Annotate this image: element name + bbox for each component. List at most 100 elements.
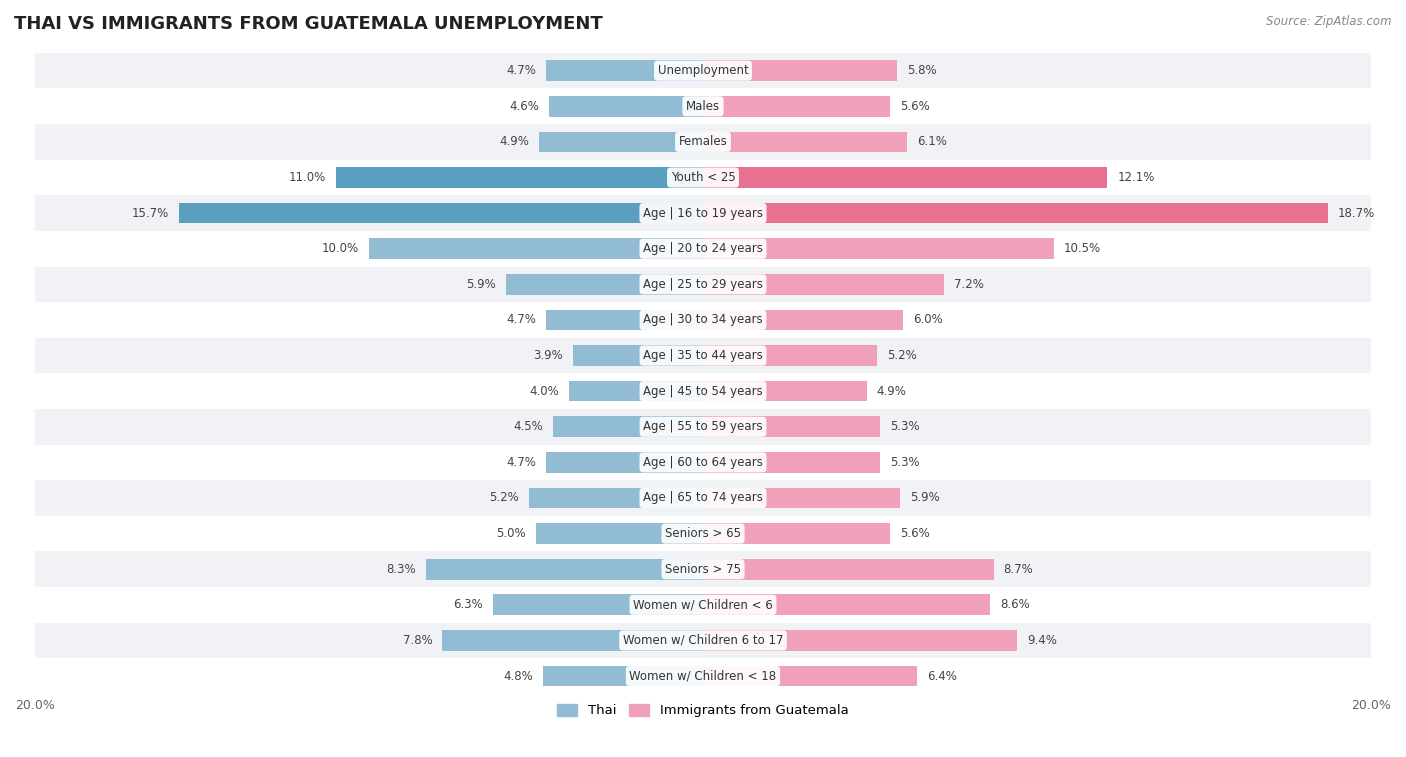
Bar <box>703 132 907 152</box>
Bar <box>35 53 1371 89</box>
Bar <box>35 444 1371 480</box>
Bar <box>536 523 703 544</box>
Text: Age | 45 to 54 years: Age | 45 to 54 years <box>643 385 763 397</box>
Text: Age | 16 to 19 years: Age | 16 to 19 years <box>643 207 763 220</box>
Text: Females: Females <box>679 136 727 148</box>
Text: 4.9%: 4.9% <box>877 385 907 397</box>
Bar <box>35 480 1371 516</box>
Text: 10.0%: 10.0% <box>322 242 359 255</box>
Text: 6.4%: 6.4% <box>927 669 956 683</box>
Text: 18.7%: 18.7% <box>1337 207 1375 220</box>
Text: Age | 35 to 44 years: Age | 35 to 44 years <box>643 349 763 362</box>
Bar <box>35 659 1371 694</box>
Bar <box>443 630 703 651</box>
Bar <box>703 203 1327 223</box>
Bar <box>569 381 703 401</box>
Text: Source: ZipAtlas.com: Source: ZipAtlas.com <box>1267 15 1392 28</box>
Text: 5.8%: 5.8% <box>907 64 936 77</box>
Bar <box>35 89 1371 124</box>
Text: 8.7%: 8.7% <box>1004 562 1033 575</box>
Text: 15.7%: 15.7% <box>131 207 169 220</box>
Bar <box>506 274 703 294</box>
Text: Age | 25 to 29 years: Age | 25 to 29 years <box>643 278 763 291</box>
Bar <box>703 488 900 508</box>
Bar <box>703 416 880 437</box>
Text: 5.6%: 5.6% <box>900 100 929 113</box>
Text: 4.5%: 4.5% <box>513 420 543 433</box>
Bar <box>703 310 904 330</box>
Bar <box>35 124 1371 160</box>
Text: 4.6%: 4.6% <box>509 100 540 113</box>
Text: Age | 30 to 34 years: Age | 30 to 34 years <box>643 313 763 326</box>
Bar <box>703 452 880 472</box>
Bar <box>703 96 890 117</box>
Text: 5.9%: 5.9% <box>910 491 939 504</box>
Bar <box>35 266 1371 302</box>
Text: Seniors > 75: Seniors > 75 <box>665 562 741 575</box>
Bar <box>546 452 703 472</box>
Bar <box>492 594 703 615</box>
Bar <box>368 238 703 259</box>
Text: 5.2%: 5.2% <box>489 491 519 504</box>
Text: 10.5%: 10.5% <box>1064 242 1101 255</box>
Text: Women w/ Children < 18: Women w/ Children < 18 <box>630 669 776 683</box>
Bar <box>35 373 1371 409</box>
Bar <box>35 302 1371 338</box>
Text: Seniors > 65: Seniors > 65 <box>665 527 741 540</box>
Legend: Thai, Immigrants from Guatemala: Thai, Immigrants from Guatemala <box>553 699 853 722</box>
Bar <box>703 274 943 294</box>
Text: 3.9%: 3.9% <box>533 349 562 362</box>
Bar <box>179 203 703 223</box>
Bar <box>703 665 917 687</box>
Bar <box>426 559 703 580</box>
Text: Age | 20 to 24 years: Age | 20 to 24 years <box>643 242 763 255</box>
Text: Males: Males <box>686 100 720 113</box>
Bar <box>703 345 877 366</box>
Bar <box>35 160 1371 195</box>
Bar <box>703 630 1017 651</box>
Bar <box>35 231 1371 266</box>
Text: 5.3%: 5.3% <box>890 420 920 433</box>
Text: 4.9%: 4.9% <box>499 136 529 148</box>
Text: Age | 65 to 74 years: Age | 65 to 74 years <box>643 491 763 504</box>
Bar <box>35 551 1371 587</box>
Text: 12.1%: 12.1% <box>1118 171 1154 184</box>
Bar <box>703 559 994 580</box>
Bar <box>35 516 1371 551</box>
Text: 5.6%: 5.6% <box>900 527 929 540</box>
Text: Women w/ Children 6 to 17: Women w/ Children 6 to 17 <box>623 634 783 647</box>
Text: Age | 55 to 59 years: Age | 55 to 59 years <box>643 420 763 433</box>
Bar <box>543 665 703 687</box>
Text: 8.6%: 8.6% <box>1000 598 1031 612</box>
Text: 5.2%: 5.2% <box>887 349 917 362</box>
Text: 6.3%: 6.3% <box>453 598 482 612</box>
Bar <box>336 167 703 188</box>
Bar <box>546 61 703 81</box>
Text: 6.0%: 6.0% <box>914 313 943 326</box>
Bar <box>703 381 866 401</box>
Bar <box>35 587 1371 622</box>
Bar <box>35 338 1371 373</box>
Text: 4.7%: 4.7% <box>506 313 536 326</box>
Text: 4.8%: 4.8% <box>503 669 533 683</box>
Bar <box>540 132 703 152</box>
Bar <box>553 416 703 437</box>
Bar <box>703 238 1053 259</box>
Bar <box>35 195 1371 231</box>
Bar <box>546 310 703 330</box>
Text: 8.3%: 8.3% <box>387 562 416 575</box>
Bar <box>703 167 1107 188</box>
Bar <box>703 523 890 544</box>
Text: 11.0%: 11.0% <box>288 171 326 184</box>
Bar <box>550 96 703 117</box>
Bar <box>703 594 990 615</box>
Text: Age | 60 to 64 years: Age | 60 to 64 years <box>643 456 763 469</box>
Text: 5.0%: 5.0% <box>496 527 526 540</box>
Bar <box>529 488 703 508</box>
Bar <box>35 622 1371 659</box>
Text: 5.9%: 5.9% <box>467 278 496 291</box>
Text: 7.8%: 7.8% <box>402 634 433 647</box>
Text: 4.0%: 4.0% <box>530 385 560 397</box>
Text: 9.4%: 9.4% <box>1026 634 1057 647</box>
Text: 6.1%: 6.1% <box>917 136 946 148</box>
